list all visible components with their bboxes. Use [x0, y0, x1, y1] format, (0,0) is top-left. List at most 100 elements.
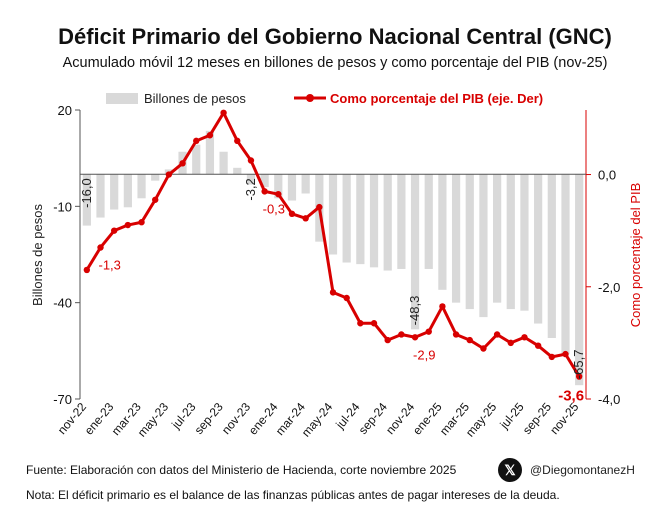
y-tick-label-right: -4,0	[598, 392, 620, 407]
bar-data-label: -16,0	[79, 178, 94, 208]
legend-line-marker	[306, 94, 314, 102]
legend-swatch-bar	[106, 93, 138, 104]
line-data-label: -3,6	[558, 388, 584, 405]
pib-marker	[179, 160, 186, 167]
bar	[328, 174, 338, 255]
bar	[520, 174, 529, 311]
bar-data-label: -48,3	[407, 296, 422, 326]
x-tick-label: sep-25	[520, 400, 555, 437]
bar	[192, 144, 201, 175]
pib-marker	[329, 289, 337, 296]
author-handle: @DiegomontanezH	[530, 463, 635, 477]
bar	[369, 174, 379, 268]
bar	[424, 174, 433, 269]
bar	[383, 174, 392, 271]
pib-marker	[575, 373, 583, 380]
pib-marker	[193, 137, 200, 145]
bar	[233, 167, 242, 175]
bar	[410, 174, 420, 330]
pib-marker	[343, 294, 350, 302]
bar	[219, 151, 228, 175]
bar	[246, 174, 256, 185]
bar	[561, 174, 570, 355]
pib-marker	[97, 244, 104, 251]
legend-label-bar: Billones de pesos	[144, 91, 246, 106]
bar	[96, 174, 105, 218]
bar	[479, 174, 488, 318]
pib-marker	[261, 188, 268, 195]
bar	[356, 174, 365, 265]
pib-marker	[548, 353, 556, 361]
pib-marker	[275, 190, 282, 198]
y-tick-label-left: -40	[53, 296, 72, 311]
bar	[301, 174, 310, 194]
bar	[110, 174, 119, 210]
pib-marker	[83, 266, 91, 274]
pib-marker	[507, 339, 514, 347]
pib-marker	[452, 331, 460, 338]
pib-marker	[493, 331, 501, 338]
bar	[287, 174, 297, 201]
x-tick-label: may-24	[299, 400, 336, 440]
pib-marker	[302, 215, 309, 222]
footnote: Nota: El déficit primario es el balance …	[26, 488, 560, 502]
bar-data-label: -65,7	[571, 350, 586, 380]
line-data-label: -2,9	[413, 347, 435, 362]
pib-marker	[411, 334, 419, 341]
chart-title: Déficit Primario del Gobierno Nacional C…	[58, 24, 612, 49]
bar	[493, 174, 502, 303]
pib-marker	[466, 336, 473, 344]
pib-marker	[124, 221, 132, 229]
bar	[451, 174, 461, 303]
bar	[151, 174, 160, 181]
pib-marker	[398, 331, 405, 338]
y-tick-label-left: 20	[58, 103, 72, 118]
x-tick-label: sep-24	[356, 400, 391, 437]
bar-data-label: -3,2	[243, 178, 258, 200]
y-tick-label-right: 0,0	[598, 168, 616, 183]
legend: Billones de pesos Como porcentaje del PI…	[106, 91, 543, 106]
line-data-label: -1,3	[99, 257, 121, 272]
y-axis-title-right: Como porcentaje del PIB	[628, 183, 643, 328]
pib-marker	[384, 336, 391, 344]
pib-marker	[534, 342, 542, 349]
line-data-label: -0,3	[263, 201, 285, 216]
bar	[397, 174, 406, 269]
source-note: Fuente: Elaboración con datos del Minist…	[26, 463, 457, 477]
pib-marker	[521, 334, 528, 341]
legend-label-line: Como porcentaje del PIB (eje. Der)	[330, 91, 543, 106]
bar	[534, 174, 543, 324]
bar	[274, 174, 283, 199]
bar	[506, 174, 515, 310]
bar	[575, 174, 584, 386]
pib-marker	[562, 350, 569, 358]
pib-marker	[206, 132, 214, 139]
bar	[205, 130, 215, 175]
chart-subtitle: Acumulado móvil 12 meses en billones de …	[62, 55, 608, 71]
pib-marker	[425, 328, 432, 335]
pib-marker	[288, 210, 296, 218]
bar	[342, 174, 351, 263]
pib-marker	[439, 303, 446, 310]
pib-marker	[220, 109, 227, 117]
pib-marker	[247, 157, 255, 164]
bar	[547, 174, 556, 338]
pib-marker	[152, 196, 159, 203]
y-tick-label-left: -10	[53, 199, 72, 214]
x-tick-label: may-25	[463, 400, 500, 440]
y-tick-label-left: -70	[53, 392, 72, 407]
pib-marker	[165, 171, 173, 178]
bar	[260, 174, 269, 188]
bar	[137, 174, 146, 199]
y-tick-label-right: -2,0	[598, 280, 620, 295]
bar	[438, 174, 447, 290]
x-logo-icon: 𝕏	[498, 458, 522, 482]
bar	[82, 174, 91, 226]
x-tick-label: sep-23	[192, 400, 227, 437]
bar	[465, 174, 474, 310]
pib-marker	[316, 203, 323, 211]
x-tick-label: may-23	[135, 400, 172, 440]
pib-marker	[357, 320, 364, 327]
pib-marker	[480, 345, 487, 352]
pib-marker	[370, 320, 378, 327]
